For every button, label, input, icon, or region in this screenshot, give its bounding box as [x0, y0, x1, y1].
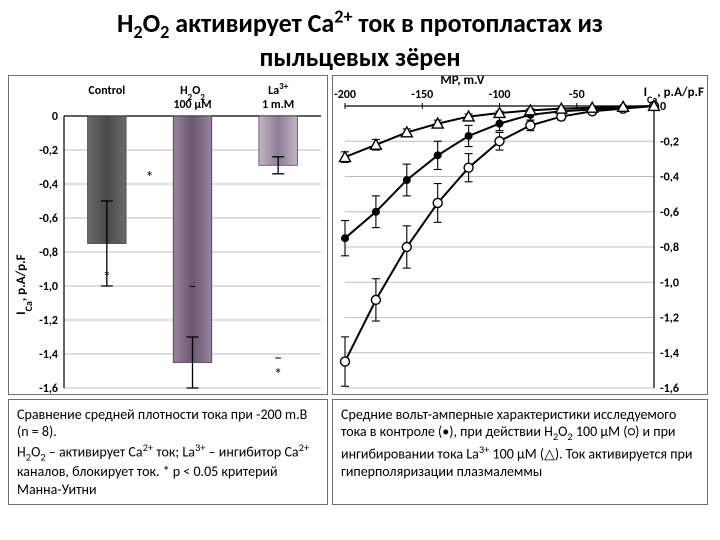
title-text: H2O2 активирует Ca2+ ток в протопластах … — [117, 7, 603, 73]
captions-row: Сравнение средней плотности тока при -20… — [0, 395, 720, 506]
svg-text:-0,2: -0,2 — [660, 135, 679, 149]
svg-text:-100: -100 — [489, 88, 511, 102]
svg-text:MP, m.V: MP, m.V — [440, 76, 484, 88]
svg-text:La3+: La3+ — [268, 80, 289, 98]
curve-chart-caption: Средние вольт-амперные характеристики ис… — [332, 399, 708, 506]
svg-text:1 m.M: 1 m.M — [262, 98, 294, 112]
svg-text:-1,6: -1,6 — [39, 382, 58, 396]
svg-text:100 µM: 100 µM — [173, 98, 211, 112]
svg-text:-200: -200 — [334, 88, 356, 102]
svg-text:-1,2: -1,2 — [660, 311, 679, 325]
svg-text:-1,0: -1,0 — [39, 280, 58, 294]
svg-text:-1,4: -1,4 — [39, 348, 58, 362]
svg-text:-1,0: -1,0 — [660, 276, 679, 290]
charts-row: 0 -0,2 -0,4 -0,6 -0,8 -1,0 -1,2 -1,4 -1,6 Control… — [0, 75, 720, 395]
page-title: H2O2 активирует Ca2+ ток в протопластах … — [0, 0, 720, 75]
svg-text:-0,2: -0,2 — [39, 144, 58, 158]
svg-text:-0,6: -0,6 — [660, 205, 679, 219]
svg-text:-0,6: -0,6 — [39, 212, 58, 226]
svg-text:-0,4: -0,4 — [39, 178, 58, 192]
svg-text:-1,4: -1,4 — [660, 346, 679, 360]
svg-text:-1,6: -1,6 — [660, 382, 679, 396]
svg-text:-50: -50 — [569, 88, 585, 102]
svg-text:-1,2: -1,2 — [39, 314, 58, 328]
svg-text:–: – — [189, 277, 197, 296]
svg-text:-0,8: -0,8 — [660, 241, 679, 255]
svg-text:Control: Control — [88, 84, 125, 98]
svg-text:ICa, p.A/p.F: ICa, p.A/p.F — [14, 254, 35, 314]
svg-text:-0,4: -0,4 — [660, 170, 679, 184]
svg-text:*: * — [103, 268, 111, 287]
svg-text:*: * — [274, 365, 282, 384]
bar-chart: 0 -0,2 -0,4 -0,6 -0,8 -1,0 -1,2 -1,4 -1,6 Control… — [8, 75, 328, 395]
bar-chart-caption: Сравнение средней плотности тока при -20… — [8, 399, 328, 506]
svg-text:-0,8: -0,8 — [39, 246, 58, 260]
svg-text:-150: -150 — [411, 88, 433, 102]
svg-text:*: * — [146, 168, 154, 187]
svg-text:0: 0 — [52, 110, 58, 124]
svg-text:0: 0 — [660, 100, 666, 114]
iv-curve-chart: 0 -0,2 -0,4 -0,6 -0,8 -1,0 -1,2 -1,4 -1,6 -200 -15… — [332, 75, 708, 395]
